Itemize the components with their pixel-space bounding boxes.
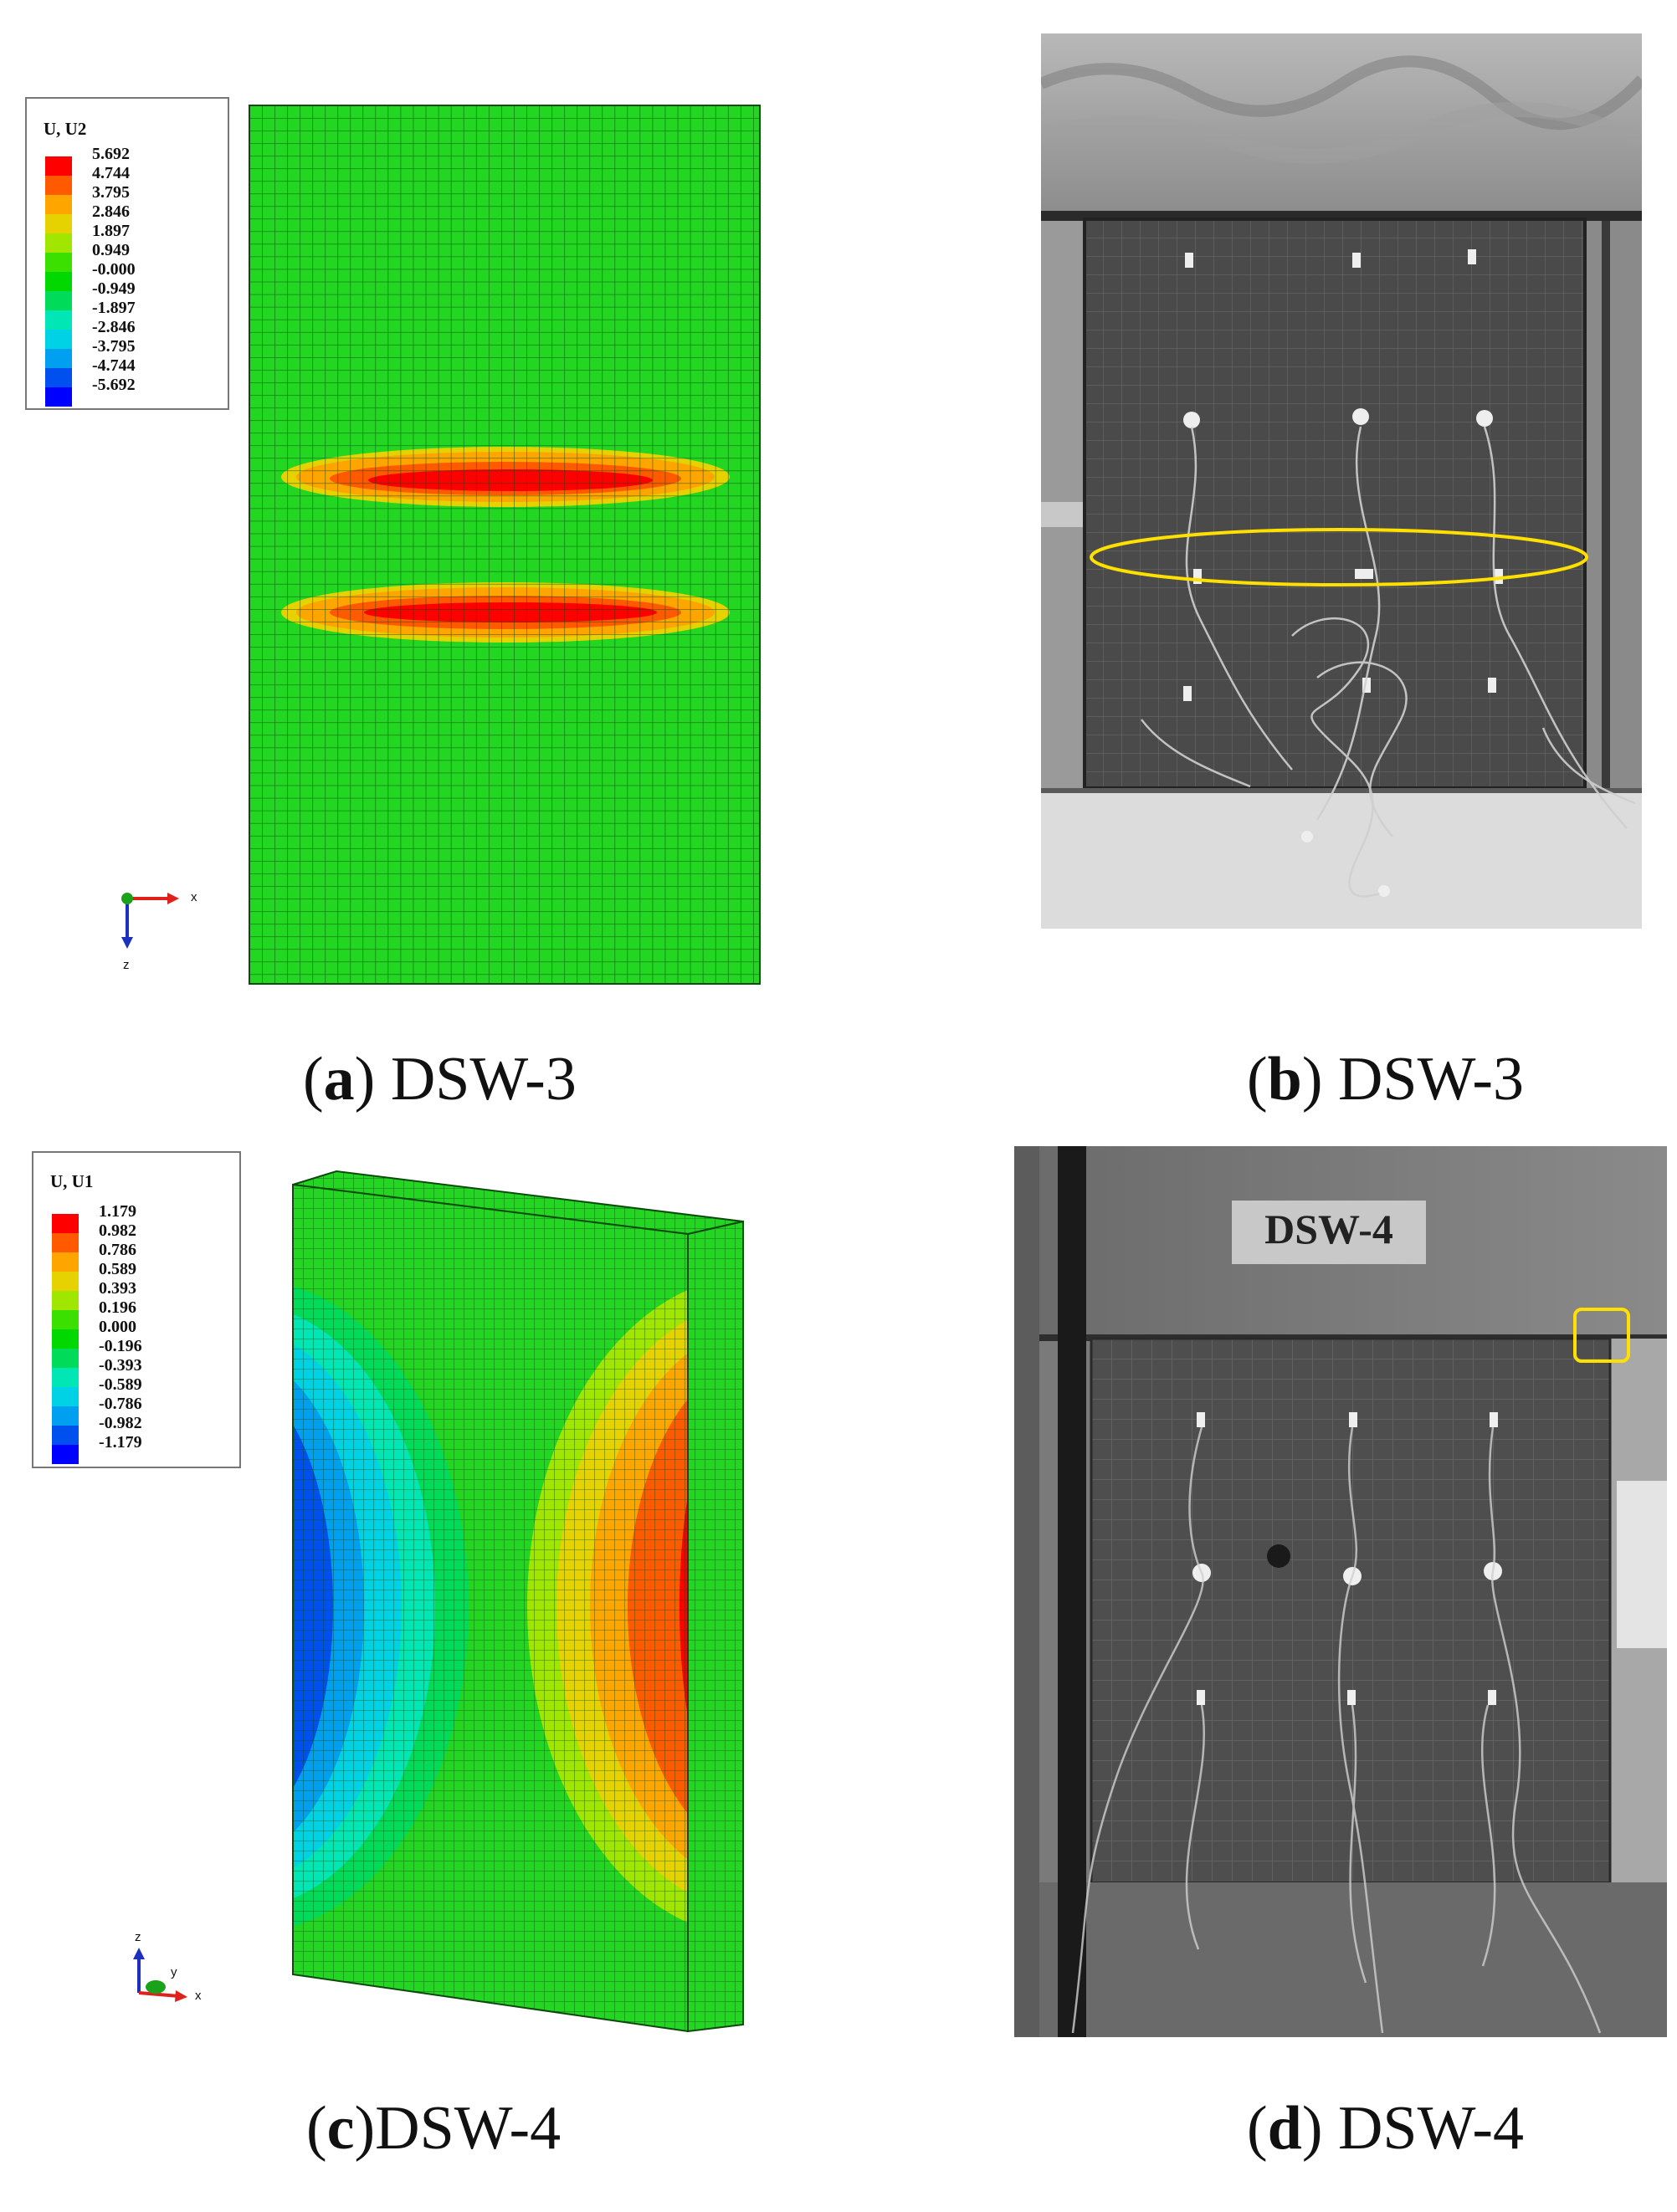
- legend-value: 5.692: [92, 145, 130, 163]
- legend-swatch: [45, 195, 72, 214]
- caption-d: (d) DSW-4: [1247, 2094, 1524, 2163]
- axis-z-label-a: z: [123, 958, 130, 972]
- legend-box-c: U, U1 1.179 0.982 0.786 0.589 0.393 0.196 0.00…: [32, 1151, 241, 1468]
- legend-swatch: [45, 156, 72, 176]
- legend-swatch: [52, 1252, 79, 1272]
- specimen-label-text: DSW-4: [1264, 1206, 1393, 1252]
- caption-a: (a) DSW-3: [303, 1045, 577, 1114]
- caption-b: (b) DSW-3: [1247, 1045, 1524, 1114]
- legend-swatch: [45, 368, 72, 387]
- caption-text-b: DSW-3: [1322, 1045, 1524, 1114]
- legend-value: 2.846: [92, 202, 130, 221]
- support-column-d: [1058, 1146, 1086, 2037]
- legend-swatch: [52, 1272, 79, 1291]
- legend-value: -1.897: [92, 299, 136, 317]
- legend-swatch: [45, 272, 72, 291]
- legend-swatch: [45, 387, 72, 407]
- legend-value: 3.795: [92, 183, 130, 202]
- crack-highlight-ellipse: [1090, 528, 1588, 586]
- legend-value: -0.393: [99, 1356, 142, 1375]
- axis-triad-c: z y x: [133, 1930, 202, 2003]
- caption-text-a: DSW-3: [375, 1045, 577, 1114]
- legend-swatch: [45, 310, 72, 330]
- legend-value: 0.786: [99, 1241, 136, 1259]
- legend-value: 0.000: [99, 1318, 136, 1336]
- legend-swatch: [52, 1406, 79, 1426]
- fe-mesh-dsw4: z y x: [133, 1170, 744, 2033]
- specimen-label-plate: [1232, 1201, 1426, 1264]
- legend-swatch: [45, 253, 72, 272]
- caption-c: (c)DSW-4: [306, 2094, 562, 2163]
- caption-letter-b: b: [1267, 1045, 1302, 1114]
- legend-value: -1.179: [99, 1433, 142, 1452]
- legend-value: -5.692: [92, 376, 136, 394]
- caption-letter-d: d: [1267, 2094, 1302, 2163]
- fe-mesh-dsw3: x z: [121, 105, 761, 985]
- legend-value: 1.897: [92, 222, 130, 240]
- sensor-wires-b: [1141, 426, 1636, 898]
- caption-text-c: DSW-4: [375, 2094, 562, 2163]
- axis-y-label-c: y: [171, 1965, 177, 1979]
- legend-scale-a: 5.692 4.744 3.795 2.846 1.897 0.949 -0.000 -0.9…: [27, 145, 228, 407]
- legend-swatch: [52, 1291, 79, 1310]
- legend-scale-c: 1.179 0.982 0.786 0.589 0.393 0.196 0.000 -0.19…: [33, 1202, 239, 1464]
- legend-value: -0.000: [92, 260, 136, 279]
- legend-swatch: [52, 1349, 79, 1368]
- legend-swatch: [45, 291, 72, 310]
- legend-value: 1.179: [99, 1202, 136, 1221]
- legend-value: 0.982: [99, 1221, 136, 1240]
- legend-value: -4.744: [92, 356, 136, 375]
- axis-z-label-c: z: [135, 1930, 141, 1944]
- legend-box-a: U, U2 5.692 4.744 3.795 2.846 1.897 0.949 -0.0…: [25, 97, 229, 410]
- legend-swatch: [52, 1426, 79, 1445]
- legend-value: 0.949: [92, 241, 130, 259]
- legend-swatch: [52, 1387, 79, 1406]
- legend-swatch: [52, 1233, 79, 1252]
- legend-title-c: U, U1: [50, 1171, 94, 1191]
- caption-letter-c: c: [326, 2094, 355, 2163]
- legend-title-a: U, U2: [44, 119, 87, 139]
- legend-swatch: [52, 1445, 79, 1464]
- axis-x-label-c: x: [195, 1989, 202, 2003]
- test-photo-dsw3: [1041, 33, 1642, 929]
- legend-value: -0.949: [92, 279, 136, 298]
- legend-value: 0.196: [99, 1298, 136, 1317]
- legend-value: -0.589: [99, 1375, 142, 1394]
- contour-front-face: [293, 1185, 688, 2031]
- strain-gauges-b: [1183, 249, 1503, 897]
- sensor-wires-d: [1071, 1426, 1602, 2034]
- legend-value: -0.786: [99, 1395, 142, 1413]
- legend-swatch: [45, 214, 72, 233]
- legend-swatch: [52, 1214, 79, 1233]
- legend-swatch: [52, 1368, 79, 1387]
- caption-text-d: DSW-4: [1322, 2094, 1524, 2163]
- legend-value: -0.196: [99, 1337, 142, 1355]
- legend-swatch: [52, 1310, 79, 1329]
- legend-value: 0.589: [99, 1260, 136, 1278]
- legend-swatch: [52, 1329, 79, 1349]
- legend-value: 4.744: [92, 164, 130, 182]
- legend-swatch: [45, 176, 72, 195]
- legend-value: -0.982: [99, 1414, 142, 1432]
- legend-swatch: [45, 330, 72, 349]
- axis-triad-a: x z: [121, 890, 197, 972]
- test-photo-dsw4: [1014, 1146, 1667, 2037]
- legend-value: -2.846: [92, 318, 136, 336]
- axis-x-label-a: x: [191, 890, 197, 904]
- damage-highlight-box: [1573, 1308, 1630, 1363]
- legend-swatch: [45, 233, 72, 253]
- legend-value: 0.393: [99, 1279, 136, 1298]
- legend-swatch: [45, 349, 72, 368]
- legend-value: -3.795: [92, 337, 136, 356]
- caption-letter-a: a: [323, 1045, 355, 1114]
